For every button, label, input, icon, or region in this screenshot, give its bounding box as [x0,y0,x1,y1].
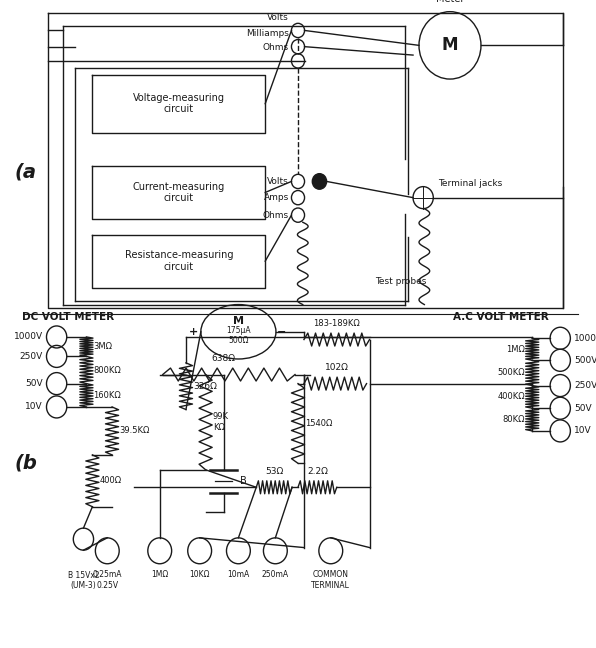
Text: Resistance-measuring
circuit: Resistance-measuring circuit [125,250,233,272]
Text: 10KΩ: 10KΩ [190,570,210,579]
Text: Voltage-measuring
circuit: Voltage-measuring circuit [133,93,225,115]
Text: 50V: 50V [25,379,43,388]
Text: 1000V: 1000V [14,332,43,341]
Text: 2.2Ω: 2.2Ω [307,467,328,476]
Text: Terminal jacks: Terminal jacks [438,179,502,188]
Text: 1MΩ: 1MΩ [151,570,168,579]
Text: 800KΩ: 800KΩ [94,365,122,375]
Text: 500KΩ: 500KΩ [498,369,525,377]
Text: M: M [233,316,244,327]
Text: 99K
KΩ: 99K KΩ [213,413,229,432]
Text: 160KΩ: 160KΩ [94,391,122,400]
Text: Ohms: Ohms [263,43,289,52]
Text: 80KΩ: 80KΩ [502,415,525,424]
Text: 0.25mA
0.25V: 0.25mA 0.25V [92,570,122,590]
Text: 39.5KΩ: 39.5KΩ [119,426,150,435]
Text: 10mA: 10mA [227,570,250,579]
Text: 326Ω: 326Ω [194,382,218,391]
Text: DC VOLT METER: DC VOLT METER [23,312,114,322]
Text: Meter: Meter [436,0,464,4]
Text: 500Ω: 500Ω [228,336,249,345]
Text: M: M [442,36,458,54]
Text: 1MΩ: 1MΩ [506,345,525,354]
Text: A.C VOLT METER: A.C VOLT METER [453,312,548,322]
Text: B 15Vx2
(UM-3): B 15Vx2 (UM-3) [67,571,100,590]
Text: (a: (a [15,162,37,181]
Text: 50V: 50V [574,404,592,413]
Text: (b: (b [15,454,38,473]
Text: 1000V: 1000V [574,334,596,343]
Text: 10V: 10V [25,402,43,411]
Text: 3MΩ: 3MΩ [94,342,113,351]
Text: −: − [277,327,287,337]
Text: 102Ω: 102Ω [325,363,349,372]
Text: COMMON
TERMINAL: COMMON TERMINAL [311,570,350,590]
Text: 400KΩ: 400KΩ [498,393,525,401]
Text: Volts: Volts [268,13,289,22]
Text: 638Ω: 638Ω [211,354,235,363]
Circle shape [312,174,327,189]
Text: Amps: Amps [264,193,289,202]
Text: 400Ω: 400Ω [100,476,122,485]
Text: 250V: 250V [574,381,596,390]
Text: 10V: 10V [574,426,592,435]
Text: Ohms: Ohms [263,211,289,220]
Text: Test probes: Test probes [375,277,427,286]
Text: Volts: Volts [268,177,289,186]
Text: Current-measuring
circuit: Current-measuring circuit [133,181,225,203]
Text: +: + [188,327,198,337]
Text: 250mA: 250mA [262,570,289,579]
Text: 500V: 500V [574,356,596,365]
Text: 183-189KΩ: 183-189KΩ [313,319,360,328]
Text: 53Ω: 53Ω [265,467,283,476]
Text: 1540Ω: 1540Ω [305,419,333,428]
Text: 175μA: 175μA [226,326,251,335]
Text: B: B [240,476,247,487]
Text: Milliamps: Milliamps [246,29,289,38]
Text: 250V: 250V [20,352,43,361]
